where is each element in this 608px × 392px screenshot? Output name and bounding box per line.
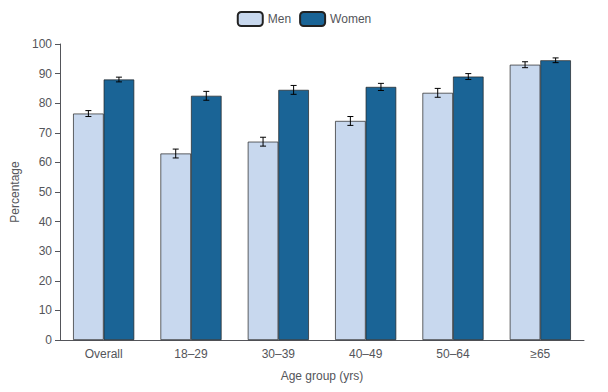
svg-text:Overall: Overall	[85, 347, 123, 361]
svg-text:20: 20	[39, 274, 53, 288]
svg-text:Men: Men	[268, 12, 291, 26]
svg-text:50–64: 50–64	[436, 347, 470, 361]
svg-text:40: 40	[39, 215, 53, 229]
svg-text:≥65: ≥65	[530, 347, 550, 361]
svg-text:18–29: 18–29	[174, 347, 208, 361]
svg-text:100: 100	[32, 37, 52, 51]
svg-text:50: 50	[39, 185, 53, 199]
svg-text:40–49: 40–49	[349, 347, 383, 361]
svg-text:0: 0	[45, 333, 52, 347]
svg-text:Percentage: Percentage	[8, 161, 22, 223]
svg-text:10: 10	[39, 303, 53, 317]
svg-text:30: 30	[39, 244, 53, 258]
svg-text:90: 90	[39, 67, 53, 81]
svg-text:80: 80	[39, 96, 53, 110]
svg-text:Age group (yrs): Age group (yrs)	[281, 369, 364, 383]
svg-text:30–39: 30–39	[262, 347, 296, 361]
svg-text:60: 60	[39, 155, 53, 169]
svg-text:Women: Women	[330, 12, 371, 26]
svg-text:70: 70	[39, 126, 53, 140]
